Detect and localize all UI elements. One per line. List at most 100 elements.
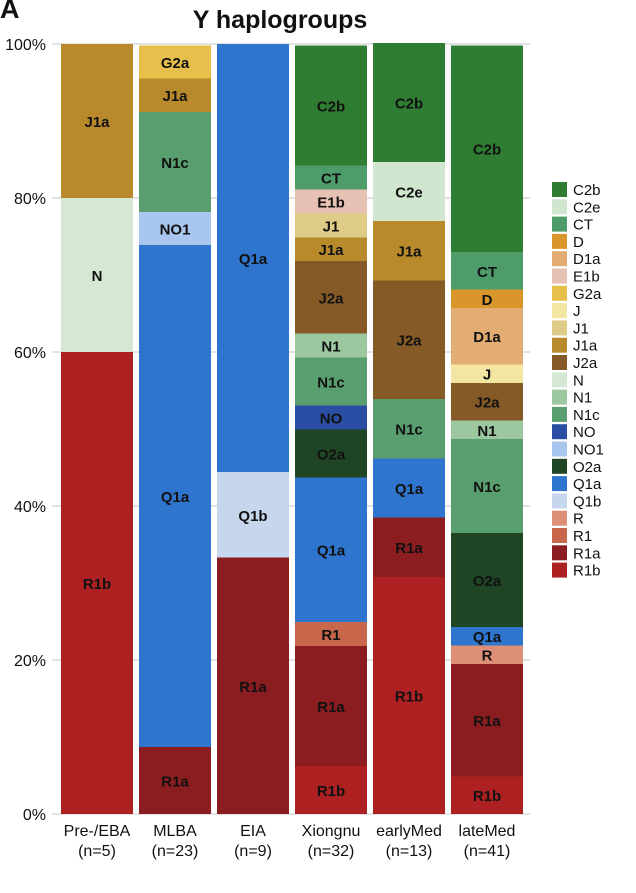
legend-swatch-no: [552, 424, 567, 440]
bar-segment-j2a: [373, 280, 445, 399]
bar-segment-r1b: [295, 765, 367, 814]
legend-label: D1a: [573, 251, 601, 268]
bar-segment-q1a: [451, 626, 523, 646]
bar-segment-j1: [295, 213, 367, 238]
bar-segment-r1a: [295, 645, 367, 766]
segment-label: R1b: [473, 788, 501, 805]
bar-segment-q1b: [217, 472, 289, 558]
bar-segment-n: [61, 198, 133, 352]
segment-label: CT: [477, 264, 497, 281]
bar-segment-j: [451, 364, 523, 383]
x-category-label: MLBA: [153, 823, 197, 840]
x-category-count: (n=32): [308, 843, 355, 860]
segment-label: J: [483, 367, 491, 384]
legend-swatch-n1: [552, 389, 567, 405]
segment-label: N: [92, 268, 103, 285]
segment-label: Q1a: [395, 481, 424, 498]
legend-swatch-r: [552, 510, 567, 526]
bar-segment-j2a: [295, 261, 367, 334]
legend-swatch-j: [552, 303, 567, 319]
bar-segment-r1a: [373, 517, 445, 577]
bar-segment-j1a: [61, 44, 133, 198]
bar-segment-n1c: [295, 357, 367, 406]
segment-label: N1c: [317, 374, 345, 391]
bar-segment-n1c: [373, 398, 445, 459]
legend-label: D: [573, 234, 584, 251]
segment-label: J1: [323, 218, 340, 235]
bar-segment-r1b: [61, 352, 133, 814]
legend-swatch-d: [552, 233, 567, 249]
legend-swatch-d1a: [552, 251, 567, 267]
segment-label: C2e: [395, 184, 423, 201]
segment-label: R1a: [161, 774, 189, 791]
segment-label: R1a: [317, 699, 345, 716]
legend-label: E1b: [573, 269, 600, 286]
bar-segment-n1: [451, 420, 523, 440]
bar-segment-q1a: [217, 44, 289, 473]
segment-label: Q1b: [238, 508, 267, 525]
x-category-count: (n=13): [386, 843, 433, 860]
legend-label: R1b: [573, 563, 601, 580]
legend-label: N1: [573, 390, 592, 407]
bar-segment-d1a: [451, 308, 523, 365]
legend-label: CT: [573, 217, 593, 234]
segment-label: NO: [320, 410, 343, 427]
bar-segment-r1a: [139, 747, 211, 814]
x-category-count: (n=23): [152, 843, 199, 860]
legend-swatch-r1b: [552, 562, 567, 578]
segment-label: N1: [477, 423, 496, 440]
segment-label: N1c: [161, 155, 189, 172]
legend-label: J: [573, 303, 581, 320]
segment-label: NO1: [160, 221, 191, 238]
legend-label: Q1a: [573, 476, 602, 493]
bar-segment-r1a: [217, 557, 289, 814]
segment-label: D: [482, 292, 493, 309]
segment-label: J1a: [162, 88, 188, 105]
legend-swatch-r1a: [552, 545, 567, 561]
segment-label: R1b: [317, 783, 345, 800]
segment-label: R1a: [395, 540, 423, 557]
bar-segment-j2a: [451, 382, 523, 421]
bar-segment-n1c: [451, 439, 523, 533]
legend-label: G2a: [573, 286, 602, 303]
y-tick-label: 0%: [23, 807, 46, 824]
bar-segment-c2b: [295, 45, 367, 166]
x-category-label: lateMed: [459, 823, 516, 840]
segment-label: R1a: [239, 679, 267, 696]
legend-swatch-j1: [552, 320, 567, 336]
legend-swatch-j2a: [552, 355, 567, 370]
bar-segment-o2a: [295, 429, 367, 478]
legend-swatch-q1a: [552, 476, 567, 492]
legend-label: R1: [573, 528, 592, 545]
bar-segment-j1a: [295, 237, 367, 262]
segment-label: J2a: [396, 333, 422, 350]
segment-label: D1a: [473, 329, 501, 346]
segment-label: R1: [321, 627, 340, 644]
legend-label: R: [573, 511, 584, 528]
segment-label: J1a: [318, 242, 344, 259]
segment-label: R1b: [395, 688, 423, 705]
bar-segment-e1b: [295, 189, 367, 214]
segment-label: J2a: [318, 290, 344, 307]
segment-label: Q1a: [161, 489, 190, 506]
legend-swatch-c2b: [552, 182, 567, 197]
legend-swatch-ct: [552, 216, 567, 232]
y-tick-label: 60%: [14, 345, 46, 362]
legend-label: NO1: [573, 442, 604, 459]
chart-title: Y haplogroups: [192, 6, 368, 34]
segment-label: Q1a: [317, 543, 346, 560]
bar-segment-r1b: [451, 776, 523, 814]
legend-label: C2e: [573, 199, 601, 216]
legend-swatch-n1c: [552, 406, 567, 422]
legend-swatch-e1b: [552, 268, 567, 284]
x-category-label: earlyMed: [376, 823, 442, 840]
segment-label: O2a: [317, 446, 346, 463]
bar-segment-ct: [451, 251, 523, 290]
legend-swatch-j1a: [552, 337, 567, 353]
bar-segment-d: [451, 289, 523, 309]
segment-label: C2b: [395, 96, 423, 113]
legend-label: N1c: [573, 407, 600, 424]
x-category-label: Xiongnu: [302, 823, 361, 840]
y-tick-label: 40%: [14, 499, 46, 516]
segment-label: R1a: [473, 713, 501, 730]
